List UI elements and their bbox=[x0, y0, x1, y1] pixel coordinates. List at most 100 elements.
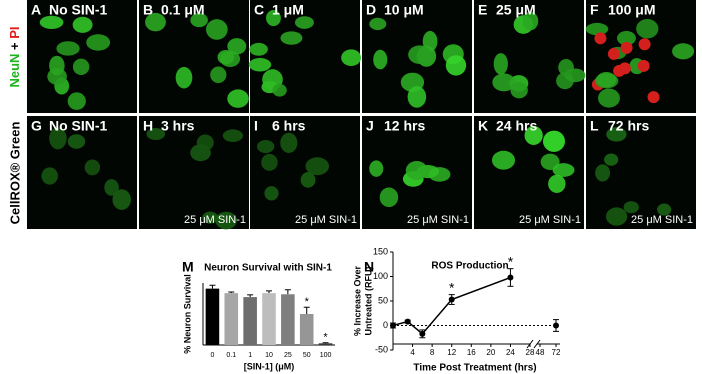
cell bbox=[552, 163, 575, 177]
cell bbox=[493, 53, 508, 75]
cell bbox=[210, 66, 227, 84]
cell bbox=[542, 130, 565, 152]
cell bbox=[104, 179, 119, 196]
panel-caption: 25 μM SIN-1 bbox=[631, 214, 693, 226]
cell bbox=[266, 10, 281, 27]
cell bbox=[294, 16, 314, 29]
pi-nucleus bbox=[620, 41, 633, 54]
cell bbox=[623, 201, 639, 214]
significance: * bbox=[323, 332, 328, 344]
cell bbox=[596, 72, 617, 88]
cell bbox=[280, 132, 298, 153]
cell bbox=[445, 55, 467, 76]
cell bbox=[280, 31, 303, 45]
panel-caption: 25 μM SIN-1 bbox=[295, 214, 357, 226]
cell bbox=[39, 15, 64, 29]
cell bbox=[49, 55, 65, 76]
cell bbox=[146, 127, 166, 141]
pi-nucleus bbox=[618, 62, 631, 75]
cell bbox=[305, 157, 330, 176]
cell bbox=[585, 22, 609, 36]
cell bbox=[67, 134, 86, 149]
panel-label: 25 μM bbox=[496, 2, 536, 18]
cell bbox=[67, 92, 86, 110]
panel-letter: A bbox=[31, 2, 41, 18]
cell bbox=[84, 159, 101, 176]
panel-label: 1 μM bbox=[272, 2, 304, 18]
cell bbox=[522, 11, 539, 31]
point bbox=[390, 322, 396, 329]
chart-title: Neuron Survival with SIN-1 bbox=[204, 263, 332, 274]
cell bbox=[616, 31, 636, 46]
y-axis-label: Untreated (RFU) bbox=[363, 266, 373, 335]
cell bbox=[491, 150, 516, 170]
significance: * bbox=[449, 279, 455, 295]
cell bbox=[300, 172, 316, 188]
y-tick-label: 0 bbox=[383, 320, 388, 330]
panel-letter: I bbox=[254, 118, 258, 134]
cell bbox=[257, 139, 275, 154]
cell bbox=[72, 16, 93, 33]
cell bbox=[369, 17, 387, 31]
panel-letter: K bbox=[478, 118, 488, 134]
cell bbox=[548, 174, 566, 193]
panel-caption: 25 μM SIN-1 bbox=[407, 214, 469, 226]
significance: * bbox=[305, 296, 310, 308]
x-tick-label: 100 bbox=[320, 352, 332, 359]
point bbox=[419, 330, 426, 337]
panel-label: 10 μM bbox=[384, 2, 424, 18]
cell bbox=[222, 129, 243, 142]
point bbox=[448, 296, 455, 303]
bar bbox=[318, 343, 333, 345]
cell bbox=[524, 125, 543, 145]
cell bbox=[190, 13, 208, 28]
pi-nucleus bbox=[607, 47, 620, 60]
cell bbox=[510, 82, 528, 99]
x-tick-label: 25 bbox=[284, 352, 292, 359]
x-tick-label: 48 bbox=[536, 348, 545, 357]
cell bbox=[206, 19, 228, 40]
x-tick-label: 28 bbox=[526, 348, 535, 357]
x-tick-label: 24 bbox=[506, 348, 515, 357]
cell bbox=[657, 203, 672, 216]
panel-label: 3 hrs bbox=[161, 118, 195, 134]
row-label-top: NeuN + PI bbox=[7, 26, 22, 87]
panel-letter: H bbox=[143, 118, 153, 134]
y-tick-label: -50 bbox=[375, 344, 388, 354]
row-label-pi: PI bbox=[7, 26, 22, 38]
x-tick-label: 0 bbox=[210, 352, 214, 359]
pi-nucleus bbox=[638, 38, 651, 51]
cell bbox=[373, 49, 388, 70]
micrograph bbox=[250, 116, 360, 229]
x-tick-label: 0.1 bbox=[226, 352, 236, 359]
panel-label: No SIN-1 bbox=[49, 118, 108, 134]
panel-letter: B bbox=[143, 2, 153, 18]
panel-letter: M bbox=[182, 259, 194, 275]
cell bbox=[175, 66, 193, 89]
bar bbox=[205, 288, 220, 345]
cell bbox=[248, 58, 272, 72]
significance: * bbox=[508, 253, 514, 269]
cell bbox=[408, 45, 432, 64]
panel-letter: E bbox=[478, 2, 487, 18]
x-tick-label: 12 bbox=[447, 348, 456, 357]
y-axis-label: % Increase Over bbox=[352, 265, 362, 336]
y-tick-label: 50 bbox=[378, 295, 388, 305]
pi-nucleus bbox=[647, 91, 660, 104]
panel-letter: L bbox=[590, 118, 599, 134]
bar bbox=[281, 294, 295, 345]
y-axis-label: % Neuron Survival bbox=[182, 274, 192, 354]
cell bbox=[217, 50, 235, 65]
cell bbox=[558, 59, 574, 76]
bar bbox=[224, 293, 239, 345]
y-tick-label: 100 bbox=[373, 271, 388, 281]
bar bbox=[299, 314, 314, 345]
bar bbox=[262, 293, 276, 345]
cell bbox=[605, 207, 628, 226]
cell bbox=[492, 73, 516, 92]
cell bbox=[604, 153, 619, 166]
chart-title: ROS Production bbox=[431, 261, 508, 272]
cell bbox=[72, 58, 90, 76]
cell bbox=[379, 187, 399, 208]
